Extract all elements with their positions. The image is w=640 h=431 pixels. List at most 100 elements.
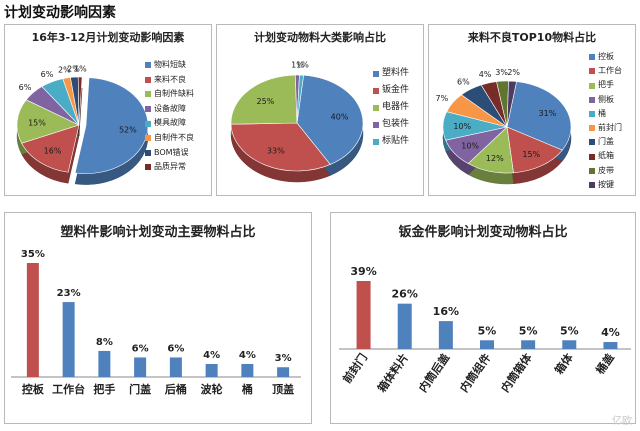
chart-title: 塑料件影响计划变动主要物料占比 — [60, 225, 256, 240]
chart-panel-change-factors: 16年3-12月计划变动影响因素 52% 16% 15% 6% 6% 2% 2% 1% 物料短… — [4, 24, 212, 196]
bar — [480, 340, 494, 349]
legend-label: 把手 — [598, 80, 614, 90]
bar — [397, 303, 412, 349]
pie-labels: 40% 33% 25% 1%1% — [257, 60, 349, 155]
bar — [356, 281, 371, 349]
pie-data-label: 2% — [58, 66, 71, 75]
legend-label: BOM错误 — [154, 147, 189, 157]
bar-value-label: 16% — [433, 305, 459, 318]
pie-data-label: 31% — [539, 109, 557, 118]
x-tick-label: 箱体 — [552, 350, 577, 377]
pie-labels: 31% 15% 12% 10% 10% 7% 6% 4% 3% 2% — [436, 68, 557, 163]
chart-panel-sheet-metal: 钣金件影响计划变动物料占比 39% 前封门 26% 箱体料片 16% 内筒后盖 5% 内筒组件… — [330, 212, 636, 424]
legend-swatch — [589, 139, 595, 146]
legend-item: 包装件 — [373, 116, 409, 133]
legend-label: 控板 — [598, 52, 614, 61]
legend-label: 皮带 — [598, 165, 614, 175]
legend-item: 塑料件 — [373, 65, 409, 82]
bar-value-label: 23% — [57, 288, 81, 299]
chart-title: 16年3-12月计划变动影响因素 — [31, 31, 185, 44]
legend-label: 工作台 — [598, 66, 622, 76]
bar — [62, 302, 75, 377]
x-tick-label: 桶盖 — [592, 351, 617, 378]
bar-value-label: 5% — [478, 324, 497, 337]
x-tick-label: 桶 — [241, 382, 253, 396]
legend-label: 钣金件 — [382, 85, 410, 95]
legend-item: 设备故障 — [145, 102, 194, 117]
pie-slice — [506, 81, 572, 151]
bar — [603, 342, 618, 349]
x-tick-label: 箱体料片 — [374, 351, 411, 395]
legend-label: 门盖 — [598, 137, 614, 147]
bar — [98, 350, 111, 377]
bar — [277, 367, 290, 377]
bar-value-label: 8% — [96, 337, 113, 348]
legend-label: 物料短缺 — [154, 60, 186, 69]
bar-value-label: 6% — [132, 343, 149, 354]
pie-data-label: 2% — [67, 65, 80, 74]
legend-label: 自制件缺料 — [154, 89, 194, 99]
x-tick-label: 工作台 — [52, 382, 85, 396]
bar — [134, 357, 147, 377]
legend-swatch — [373, 70, 379, 77]
legend-label: 包装件 — [382, 119, 410, 129]
legend-swatch — [145, 135, 151, 142]
pie-slices — [230, 74, 364, 172]
pie-slice — [21, 124, 80, 173]
bar-value-label: 35% — [21, 249, 45, 260]
chart-panel-plastic-parts: 塑料件影响计划变动主要物料占比 35% 控板 23% 工作台 8% 把手 6% 门盖 6% 后桶 4… — [4, 212, 312, 424]
pie-chart-material-category: 40% 33% 25% 1%1% — [230, 60, 364, 183]
x-tick-label: 内筒组件 — [457, 351, 494, 395]
legend-swatch — [373, 104, 379, 111]
legend-item: 按键 — [589, 178, 622, 192]
pie-data-label: 2% — [507, 68, 520, 77]
legend-item: 控板 — [589, 50, 622, 64]
pie-data-label: 15% — [522, 150, 540, 159]
legend-label: 标贴件 — [382, 136, 410, 146]
x-tick-label: 波轮 — [201, 382, 223, 396]
page-title: 计划变动影响因素 — [4, 5, 116, 21]
pie-data-label: 7% — [436, 94, 449, 103]
bar — [169, 357, 182, 377]
x-tick-label: 后桶 — [165, 382, 187, 396]
legend-swatch — [589, 153, 595, 160]
legend-item: 侧板 — [589, 93, 622, 107]
legend-swatch — [589, 181, 595, 188]
legend-swatch — [145, 106, 151, 113]
x-tick-label: 把手 — [93, 382, 115, 396]
pie-slice — [506, 80, 517, 128]
bar-value-label: 6% — [167, 343, 184, 354]
legend-swatch — [589, 68, 595, 75]
legend-swatch — [145, 62, 151, 69]
pie-data-label: 52% — [119, 125, 137, 134]
legend-item: 工作台 — [589, 64, 622, 78]
legend-swatch — [145, 91, 151, 98]
legend-label: 品质异常 — [154, 162, 186, 172]
legend-item: BOM错误 — [145, 146, 194, 161]
legend-item: 门盖 — [589, 135, 622, 149]
legend-item: 纸箱 — [589, 149, 622, 163]
legend-item: 把手 — [589, 78, 622, 92]
chart-panel-incoming-defect: 来料不良TOP10物料占比 31% 15% 12% 10% 10% 7% 6% 4% 3% 2% … — [428, 24, 636, 196]
pie-data-label: 1% — [74, 64, 87, 73]
pie-data-label: 16% — [44, 146, 62, 155]
bar — [562, 340, 577, 349]
legend-item: 物料短缺 — [145, 58, 194, 73]
chart-legend: 塑料件 钣金件 电器件 包装件 标贴件 — [373, 65, 409, 150]
legend-swatch — [373, 87, 379, 94]
watermark: 亿欧 — [612, 416, 632, 427]
legend-label: 按键 — [598, 179, 614, 189]
pie-data-label: 10% — [461, 141, 479, 150]
legend-swatch — [145, 120, 151, 127]
legend-swatch — [145, 149, 151, 156]
bar — [521, 340, 536, 349]
legend-swatch — [373, 121, 379, 128]
pie-data-label: 12% — [486, 154, 504, 163]
chart-title: 来料不良TOP10物料占比 — [467, 31, 597, 44]
pie-slice — [77, 76, 83, 126]
legend-item: 标贴件 — [373, 133, 409, 150]
legend-swatch — [589, 96, 595, 103]
pie-slice — [230, 74, 298, 125]
pie-slice — [296, 74, 364, 165]
bar-value-label: 3% — [275, 353, 292, 364]
